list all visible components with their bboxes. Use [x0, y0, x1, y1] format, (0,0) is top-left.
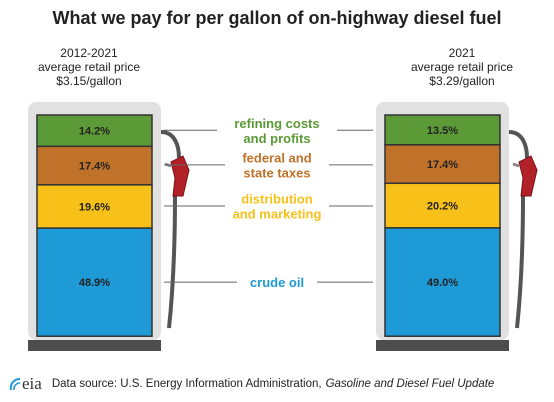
left-period: 2012-2021: [60, 46, 118, 60]
series-label-2-line-1: federal and: [242, 150, 311, 165]
source-title: Gasoline and Diesel Fuel Update: [325, 378, 495, 390]
pump-base-1: [28, 340, 161, 351]
series-label-4-line-1: crude oil: [250, 275, 304, 290]
data-label-1-2: 17.4%: [79, 161, 110, 173]
data-label-2-2: 17.4%: [427, 159, 458, 171]
bar-segment-2-2: [384, 144, 501, 185]
bar-segment-1-4: [36, 227, 153, 337]
bar-segment-1-3: [36, 184, 153, 229]
bar-segment-2-1: [384, 114, 501, 146]
right-price-label: average retail price: [410, 60, 514, 74]
source-text: Data source: U.S. Energy Information Adm…: [51, 378, 322, 390]
series-label-3-line-1: distribution: [241, 192, 313, 207]
data-label-2-3: 20.2%: [427, 201, 458, 213]
stacked-pump-chart: 14.2% 17.4% 19.6% 48.9% 13.5% 17.4% 20.2% 49.0%…: [28, 102, 538, 351]
series-label-2-line-2: state taxes: [243, 165, 310, 180]
eia-logo-icon: [9, 377, 21, 391]
left-pump-header: 2012-2021 average retail price $3.15/gal…: [4, 46, 174, 88]
chart-title: What we pay for per gallon of on-highway…: [52, 8, 502, 28]
data-label-1-1: 14.2%: [79, 126, 110, 138]
data-label-2-4: 49.0%: [427, 277, 458, 289]
series-label-1-line-1: refining costs: [234, 116, 319, 131]
series-label-3-line-2: and marketing: [233, 207, 322, 222]
eia-logo-text: eia: [22, 374, 42, 393]
hose-top-1: [160, 130, 181, 159]
right-price: $3.29/gallon: [429, 74, 495, 88]
data-label-1-3: 19.6%: [79, 201, 110, 213]
source-footer: eia Data source: U.S. Energy Information…: [8, 374, 494, 394]
bar-segment-2-3: [384, 182, 501, 229]
right-pump-header: 2021 average retail price $3.29/gallon: [377, 46, 547, 88]
bar-segment-1-1: [36, 114, 153, 148]
nozzle-1: [170, 155, 190, 197]
left-price-label: average retail price: [37, 60, 141, 74]
hose-bottom-1: [167, 195, 177, 329]
data-label-2-1: 13.5%: [427, 125, 458, 137]
data-label-1-4: 48.9%: [79, 277, 110, 289]
left-price: $3.15/gallon: [56, 74, 122, 88]
hose-top-2: [508, 130, 529, 159]
pump-base-2: [376, 340, 509, 351]
right-period: 2021: [448, 46, 476, 60]
nozzle-2: [518, 155, 538, 197]
series-label-1-line-2: and profits: [243, 131, 310, 146]
hose-bottom-2: [515, 195, 525, 329]
eia-logo: eia: [8, 374, 42, 394]
bar-segment-2-4: [384, 227, 501, 337]
nozzle-spout-2: [512, 162, 520, 168]
